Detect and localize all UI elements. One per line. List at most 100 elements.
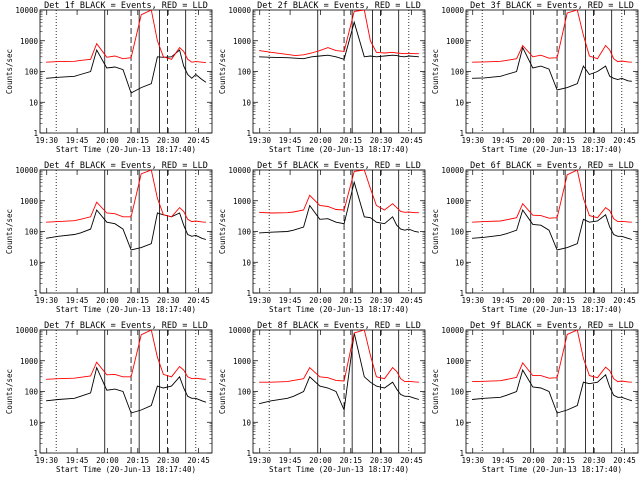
y-tick-label: 1000	[20, 37, 39, 46]
x-tick-label: 19:30	[248, 136, 271, 145]
panel-det-1: Det 1f BLACK = Events, RED = LLD 1 10 100 10…	[5, 1, 213, 154]
panel-title: Det 9f BLACK = Events, RED = LLD	[470, 321, 634, 331]
y-axis-label: Counts/sec	[218, 209, 227, 254]
x-tick-label: 20:15	[340, 296, 363, 305]
x-tick-label: 19:30	[248, 296, 271, 305]
y-tick-label: 10	[455, 98, 465, 107]
x-tick-label: 20:45	[400, 296, 423, 305]
x-tick-label: 20:30	[157, 136, 180, 145]
y-tick-label: 100	[450, 228, 464, 237]
plot-frame	[465, 9, 639, 134]
y-tick-label: 10	[29, 258, 39, 267]
panel-title: Det 7f BLACK = Events, RED = LLD	[44, 321, 208, 331]
series-events-line	[46, 209, 207, 251]
series-events-line	[472, 208, 633, 251]
y-tick-label: 1	[459, 289, 464, 298]
y-tick-label: 10000	[441, 166, 464, 175]
y-tick-label: 10	[455, 258, 465, 267]
x-tick-label: 20:15	[127, 136, 150, 145]
x-tick-label: 20:00	[96, 456, 119, 465]
y-tick-label: 10	[455, 418, 465, 427]
y-tick-label: 10000	[228, 326, 251, 335]
series-lld-line	[259, 10, 419, 57]
y-tick-label: 1000	[233, 357, 252, 366]
x-tick-label: 19:30	[461, 456, 484, 465]
y-tick-label: 10	[242, 258, 252, 267]
y-tick-label: 100	[24, 228, 38, 237]
x-axis-label: Start Time (20-Jun-13 18:17:40)	[56, 465, 196, 474]
x-tick-label: 20:30	[370, 136, 393, 145]
y-tick-label: 1000	[20, 357, 39, 366]
x-tick-label: 19:45	[492, 296, 515, 305]
plot-frame	[39, 329, 213, 454]
y-tick-label: 1	[459, 129, 464, 138]
x-tick-label: 19:30	[35, 136, 58, 145]
y-tick-label: 100	[450, 68, 464, 77]
x-tick-label: 19:30	[461, 136, 484, 145]
x-tick-label: 20:00	[522, 296, 545, 305]
panel-det-4: Det 4f BLACK = Events, RED = LLD 1 10 100 10…	[5, 161, 213, 314]
x-axis-label: Start Time (20-Jun-13 18:17:40)	[269, 465, 409, 474]
y-tick-label: 1000	[446, 357, 465, 366]
y-tick-label: 10000	[15, 166, 38, 175]
x-axis-label: Start Time (20-Jun-13 18:17:40)	[269, 305, 409, 314]
y-tick-label: 100	[237, 228, 251, 237]
y-tick-label: 100	[237, 68, 251, 77]
y-tick-label: 1000	[20, 197, 39, 206]
series-lld-line	[259, 170, 419, 214]
x-tick-label: 20:00	[309, 136, 332, 145]
y-tick-label: 1	[33, 289, 38, 298]
x-tick-label: 19:45	[492, 456, 515, 465]
y-axis-label: Counts/sec	[431, 209, 440, 254]
panel-det-2: Det 2f BLACK = Events, RED = LLD 1 10 100 10…	[218, 1, 426, 154]
x-tick-label: 20:45	[187, 136, 210, 145]
x-axis-label: Start Time (20-Jun-13 18:17:40)	[482, 465, 622, 474]
y-axis-label: Counts/sec	[5, 209, 14, 254]
x-tick-label: 19:45	[279, 456, 302, 465]
y-tick-label: 10000	[228, 6, 251, 15]
x-tick-label: 20:30	[370, 296, 393, 305]
panel-det-5: Det 5f BLACK = Events, RED = LLD 1 10 100 10…	[218, 161, 426, 314]
panel-title: Det 3f BLACK = Events, RED = LLD	[470, 1, 634, 11]
y-axis-label: Counts/sec	[218, 369, 227, 414]
y-tick-label: 10	[29, 98, 39, 107]
x-tick-label: 19:30	[461, 296, 484, 305]
panel-title: Det 2f BLACK = Events, RED = LLD	[257, 1, 421, 11]
series-events-line	[472, 368, 633, 414]
panel-det-8: Det 8f BLACK = Events, RED = LLD 1 10 100 10…	[218, 321, 426, 474]
series-events-line	[472, 46, 632, 91]
x-tick-label: 20:30	[583, 136, 606, 145]
series-lld-line	[46, 10, 206, 64]
series-lld-line	[46, 330, 206, 380]
x-tick-label: 20:45	[400, 136, 423, 145]
y-axis-label: Counts/sec	[431, 369, 440, 414]
x-tick-label: 20:15	[340, 456, 363, 465]
plot-frame	[252, 329, 426, 454]
panel-title: Det 5f BLACK = Events, RED = LLD	[257, 161, 421, 171]
x-tick-label: 20:00	[522, 136, 545, 145]
x-tick-label: 20:00	[96, 296, 119, 305]
x-tick-label: 20:30	[157, 456, 180, 465]
y-tick-label: 100	[24, 68, 38, 77]
series-events-line	[258, 332, 420, 412]
y-axis-label: Counts/sec	[431, 49, 440, 94]
plot-frame	[252, 9, 426, 134]
x-tick-label: 19:30	[248, 456, 271, 465]
series-lld-line	[472, 10, 632, 63]
panel-det-7: Det 7f BLACK = Events, RED = LLD 1 10 100 10…	[5, 321, 213, 474]
series-events-line	[46, 48, 207, 94]
y-tick-label: 10	[29, 418, 39, 427]
y-tick-label: 10000	[441, 326, 464, 335]
x-axis-label: Start Time (20-Jun-13 18:17:40)	[482, 305, 622, 314]
series-events-line	[46, 366, 207, 414]
x-tick-label: 19:45	[492, 136, 515, 145]
x-tick-label: 20:30	[583, 456, 606, 465]
x-tick-label: 19:45	[279, 136, 302, 145]
x-tick-label: 19:30	[35, 296, 58, 305]
x-tick-label: 20:30	[370, 456, 393, 465]
y-axis-label: Counts/sec	[5, 369, 14, 414]
y-axis-label: Counts/sec	[5, 49, 14, 94]
x-tick-label: 19:45	[279, 296, 302, 305]
x-tick-label: 20:15	[340, 136, 363, 145]
panel-det-6: Det 6f BLACK = Events, RED = LLD 1 10 100 10…	[431, 161, 639, 314]
